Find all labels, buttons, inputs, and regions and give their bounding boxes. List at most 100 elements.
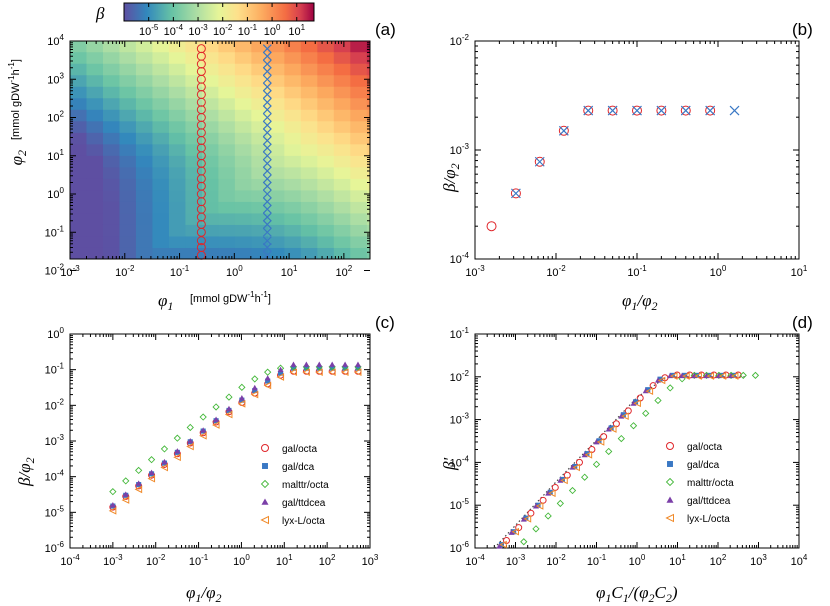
x-tick-label: 10-3	[506, 553, 526, 568]
heatmap-cell	[317, 132, 335, 145]
panel-d-point	[499, 540, 507, 549]
heatmap-cell	[234, 201, 252, 214]
heatmap-cell	[317, 155, 335, 168]
heatmap-point	[262, 105, 272, 115]
legend-label: gal/octa	[687, 442, 722, 453]
heatmap-cell	[350, 235, 368, 248]
panel-c-point	[316, 365, 322, 371]
heatmap-cell	[70, 235, 87, 248]
heatmap-point	[262, 212, 272, 222]
heatmap-cell	[102, 155, 120, 168]
heatmap-cell	[201, 120, 219, 133]
heatmap-cell	[119, 132, 137, 145]
legend-label: malttr/octa	[687, 478, 734, 489]
panel-d-point	[511, 529, 517, 535]
heatmap-cell	[135, 178, 153, 191]
heatmap-cell	[102, 63, 120, 76]
heatmap-cell	[185, 224, 203, 237]
heatmap-cell	[185, 97, 203, 110]
heatmap-cell	[70, 63, 87, 76]
panel-c-point	[160, 463, 168, 472]
colorbar-tick-label: 10-5	[139, 23, 159, 38]
colorbar-tick-label: 10-3	[188, 23, 208, 38]
heatmap-cell	[317, 41, 335, 53]
panel-d-point	[547, 489, 556, 498]
heatmap-cell	[152, 155, 170, 168]
heatmap-cell	[218, 189, 236, 202]
panel-d-point	[581, 473, 589, 481]
heatmap-cell	[152, 178, 170, 191]
heatmap-cell	[152, 189, 170, 202]
heatmap-cell	[102, 86, 120, 99]
panel-d-point	[511, 527, 519, 536]
heatmap-cell	[168, 63, 186, 76]
heatmap-cell	[135, 212, 153, 225]
heatmap-cell	[119, 51, 137, 64]
panel-c-point	[161, 458, 168, 465]
heatmap-cell	[185, 201, 203, 214]
heatmap-cell	[70, 155, 87, 168]
panel-c-point	[199, 413, 207, 421]
heatmap-cell	[300, 74, 318, 87]
heatmap-cell	[234, 155, 252, 168]
heatmap-cell	[267, 178, 285, 191]
heatmap-cell	[152, 201, 170, 214]
y-tick-label: 10-6	[450, 540, 470, 555]
colorbar-label: β	[95, 4, 105, 23]
heatmap-cell	[102, 74, 120, 87]
heatmap-cell	[201, 166, 219, 179]
heatmap-cell	[350, 143, 368, 156]
y-title-sub: 2	[15, 150, 29, 156]
panel-c-legend: gal/octa gal/dca malttr/octa gal/ttdcea lyx-…	[260, 444, 329, 527]
heatmap-cell	[300, 132, 318, 145]
heatmap-cell	[366, 63, 371, 76]
panel-d-point	[584, 451, 593, 459]
y-tick-label: 10-4	[450, 251, 470, 266]
heatmap-cell	[168, 51, 186, 64]
heatmap-cell	[218, 86, 236, 99]
legend-label: lyx-L/octa	[687, 514, 730, 525]
legend-marker	[666, 496, 674, 503]
heatmap-cell	[70, 212, 87, 225]
heatmap-cell	[135, 109, 153, 122]
panel-c-point	[263, 381, 272, 390]
panel-d-point	[715, 371, 723, 380]
heatmap-cell	[201, 97, 219, 110]
heatmap-cell	[168, 86, 186, 99]
x-tick-label: 10-2	[546, 553, 566, 568]
heatmap-cell	[102, 189, 120, 202]
heatmap-cell	[185, 178, 203, 191]
heatmap-cell	[86, 143, 104, 156]
heatmap-cell	[185, 109, 203, 122]
heatmap-cell	[86, 247, 104, 260]
panel-c-point	[315, 368, 323, 376]
plot-frame	[474, 40, 800, 260]
heatmap-cell	[119, 63, 137, 76]
panel-d-point	[551, 483, 559, 491]
panel-b-point	[656, 105, 667, 116]
heatmap-cell	[317, 201, 335, 214]
heatmap-cell	[135, 74, 153, 87]
heatmap-cell	[218, 120, 236, 133]
y-tick-label: 10-1	[450, 326, 470, 341]
heatmap-point	[262, 59, 272, 69]
panel-c-point	[276, 373, 285, 381]
heatmap-cell	[300, 41, 318, 53]
heatmap-cell	[267, 109, 285, 122]
heatmap-cell	[152, 212, 170, 225]
heatmap-cell	[350, 166, 368, 179]
y-tick-label: 100	[47, 326, 64, 341]
heatmap-cell	[152, 235, 170, 248]
heatmap-cell	[119, 212, 137, 225]
heatmap-point	[262, 51, 272, 61]
panel-c-point	[147, 456, 156, 464]
panel-b-point	[632, 105, 642, 116]
heatmap-cell	[234, 178, 252, 191]
colorbar-tick-label: 10-4	[164, 23, 184, 38]
heatmap-cell	[86, 51, 104, 64]
y-tick-label: 10-5	[45, 504, 65, 519]
heatmap-cell	[333, 224, 351, 237]
panel-d-point	[608, 425, 617, 433]
panel-d-point	[702, 371, 711, 380]
